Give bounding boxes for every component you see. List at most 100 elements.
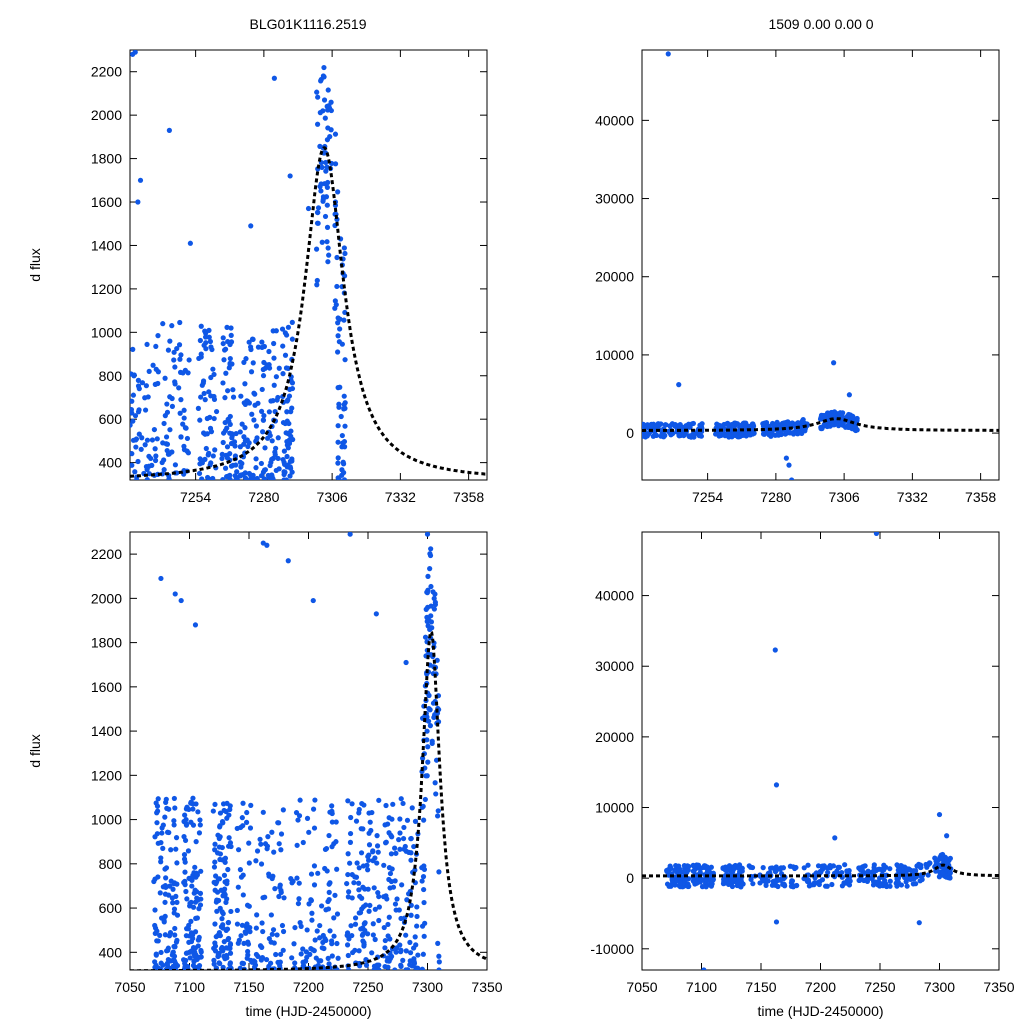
data-point [245,941,252,947]
data-point [167,883,173,889]
data-point [904,866,910,872]
data-point [356,865,362,871]
data-point [913,881,919,887]
data-point [287,458,293,464]
data-point [805,862,811,868]
data-point [174,912,181,918]
data-point [736,879,742,885]
data-point [705,869,711,875]
data-point [703,884,709,890]
data-point [182,837,189,844]
data-point [938,856,945,862]
data-point [152,446,158,452]
data-point [434,813,441,819]
data-point [383,893,389,899]
x-tick-label: 7150 [745,979,776,995]
data-point [335,189,341,195]
data-point [367,902,373,909]
data-point [257,836,263,842]
data-point [431,714,437,721]
data-point [428,583,434,590]
data-point [181,443,187,449]
data-point [403,967,409,970]
data-point [225,936,231,943]
data-point [162,375,168,381]
data-point [286,437,292,443]
data-point [427,723,433,729]
outlier-point [873,532,880,537]
outlier-point [936,811,943,818]
data-point [644,433,650,439]
data-point [311,863,318,869]
data-point [171,818,177,824]
data-point [374,833,380,839]
data-point [374,962,380,968]
data-point [390,801,396,807]
data-point [167,338,173,344]
data-point [276,841,282,847]
data-point [261,467,268,473]
data-point [263,956,270,963]
data-point [372,936,378,943]
data-point [292,924,298,931]
data-point [130,451,135,457]
data-point [376,904,382,910]
data-point [349,872,355,878]
data-point [940,869,946,876]
data-point [324,184,330,190]
data-point [947,855,953,861]
data-point [221,357,227,363]
data-point [182,859,188,865]
data-point [424,728,430,734]
data-point [363,902,369,908]
data-point [185,370,191,376]
data-point [313,955,319,961]
data-point [861,863,868,869]
data-point [419,966,425,970]
data-point [780,876,786,882]
data-point [392,878,398,884]
data-point [830,412,837,419]
data-point [196,934,202,941]
data-point [400,957,406,963]
data-point [273,374,279,380]
data-point [347,860,353,866]
data-point [298,951,304,957]
data-point [253,456,259,462]
data-point [419,878,425,884]
data-point [666,870,672,876]
data-point [136,431,142,437]
data-point [132,413,139,419]
data-point [181,852,188,858]
data-point [314,220,321,226]
data-point [198,954,204,960]
data-point [374,843,381,849]
data-point [341,273,348,279]
data-point [239,815,245,821]
data-point [393,949,399,955]
data-point [342,423,348,429]
data-point [162,814,168,820]
data-point [374,860,380,866]
data-point [365,867,371,873]
data-point [201,390,207,397]
data-point [192,929,199,935]
data-point [172,462,179,468]
data-point [280,456,286,463]
data-point [254,912,260,918]
data-point [362,886,368,892]
data-point [370,932,376,938]
data-point [306,829,312,835]
data-point [431,595,437,602]
data-point [321,97,328,103]
data-point [427,552,434,559]
outlier-point [789,477,795,480]
data-point [777,866,783,872]
data-point [183,933,189,939]
data-point [371,967,377,970]
data-point [854,427,860,433]
data-point [238,464,244,470]
data-point [217,856,223,863]
data-point [195,405,201,411]
